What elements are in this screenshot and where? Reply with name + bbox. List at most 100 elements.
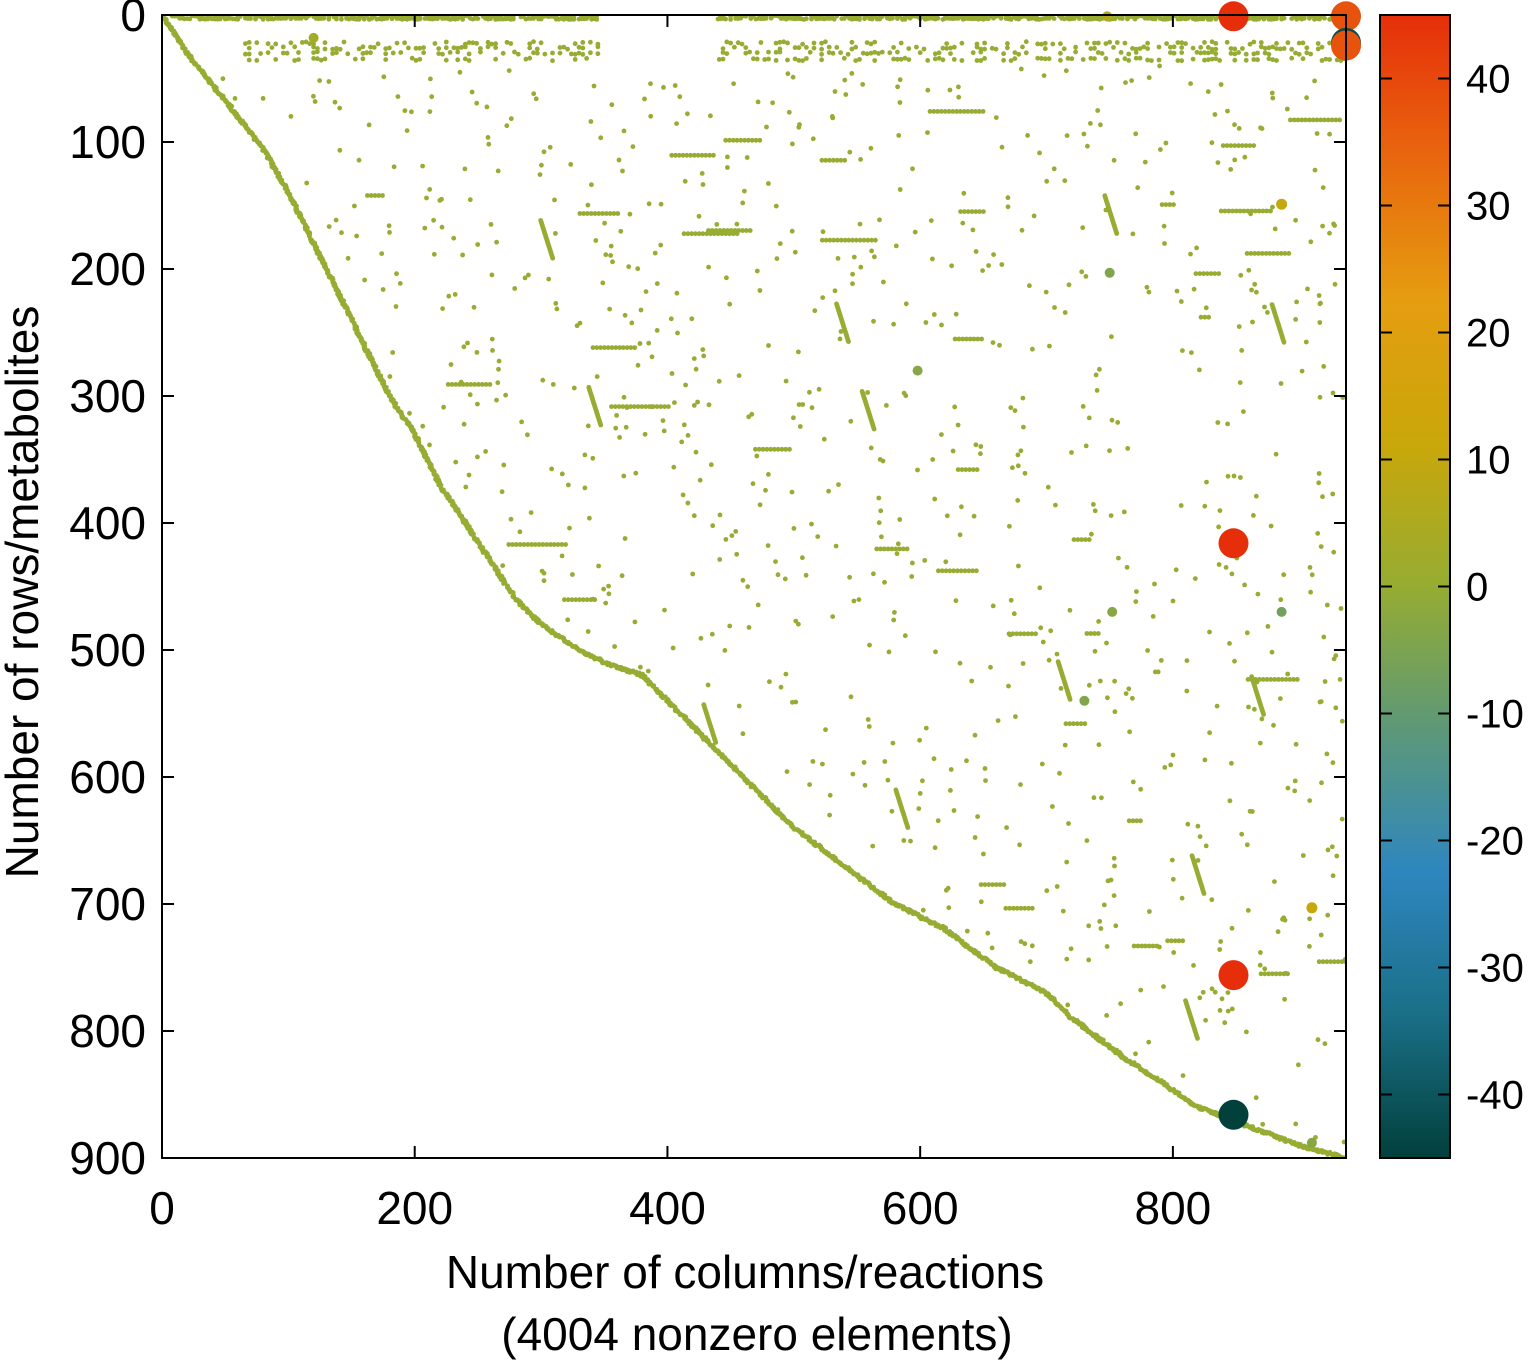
nonzero-point (1118, 1001, 1123, 1007)
nonzero-point (766, 472, 771, 477)
nonzero-point (1025, 133, 1030, 138)
nonzero-point (1274, 16, 1279, 22)
nonzero-point (466, 58, 472, 63)
nonzero-point (949, 263, 954, 269)
nonzero-point (1145, 648, 1150, 653)
x-tick-label: 600 (882, 1182, 959, 1234)
nonzero-point (1251, 513, 1256, 518)
nonzero-point (1114, 231, 1120, 236)
nonzero-point (757, 137, 763, 143)
nonzero-point (1169, 190, 1175, 196)
nonzero-point (1040, 639, 1046, 645)
nonzero-point (882, 579, 887, 585)
nonzero-point (953, 598, 959, 604)
nonzero-point (1262, 966, 1268, 972)
nonzero-point (944, 41, 950, 46)
nonzero-point (1115, 420, 1121, 425)
nonzero-point (1098, 85, 1104, 91)
nonzero-point (1013, 714, 1018, 719)
nonzero-point (1183, 41, 1188, 46)
highlighted-point (1276, 606, 1287, 617)
nonzero-point (876, 520, 882, 526)
nonzero-point (1285, 671, 1291, 677)
nonzero-point (1052, 305, 1057, 310)
nonzero-point (445, 382, 451, 387)
nonzero-point (720, 56, 726, 62)
nonzero-point (725, 154, 730, 160)
nonzero-point (1205, 50, 1211, 56)
nonzero-point (409, 109, 414, 115)
nonzero-point (688, 152, 693, 158)
nonzero-point (976, 109, 982, 114)
nonzero-point (1125, 446, 1131, 451)
nonzero-point (1146, 1039, 1152, 1045)
nonzero-point (846, 339, 851, 344)
nonzero-point (1237, 380, 1243, 385)
nonzero-point (955, 16, 961, 21)
nonzero-point (548, 542, 553, 547)
nonzero-point (1037, 585, 1043, 591)
nonzero-point (986, 263, 991, 268)
nonzero-point (365, 193, 370, 198)
nonzero-point (1119, 16, 1125, 21)
nonzero-point (1243, 143, 1249, 149)
nonzero-point (541, 149, 547, 155)
nonzero-point (1165, 938, 1170, 944)
nonzero-point (494, 397, 499, 403)
nonzero-point (1222, 208, 1228, 214)
nonzero-point (853, 44, 859, 50)
nonzero-point (352, 56, 358, 62)
nonzero-point (1337, 677, 1343, 682)
nonzero-point (1324, 751, 1330, 757)
nonzero-point (903, 301, 909, 307)
nonzero-point (731, 81, 736, 87)
nonzero-point (1268, 677, 1274, 682)
y-tick-label: 700 (69, 878, 146, 930)
nonzero-point (381, 74, 387, 80)
nonzero-point (452, 292, 458, 297)
nonzero-point (621, 473, 627, 479)
nonzero-point (736, 373, 742, 378)
nonzero-point (604, 211, 609, 216)
nonzero-point (587, 515, 592, 521)
nonzero-point (1133, 131, 1139, 137)
nonzero-point (936, 568, 941, 574)
nonzero-point (1277, 971, 1283, 977)
nonzero-point (1008, 597, 1014, 603)
nonzero-point (296, 50, 301, 55)
nonzero-point (709, 228, 715, 233)
nonzero-point (368, 193, 374, 198)
nonzero-point (754, 268, 760, 274)
nonzero-point (1031, 213, 1037, 219)
nonzero-point (639, 404, 645, 409)
nonzero-point (617, 435, 622, 440)
nonzero-point (1046, 56, 1052, 62)
nonzero-point (559, 471, 565, 477)
nonzero-point (1126, 818, 1132, 824)
nonzero-point (920, 907, 926, 913)
nonzero-point (841, 16, 847, 21)
nonzero-point (1069, 56, 1075, 62)
nonzero-point (544, 542, 550, 547)
nonzero-point (1201, 271, 1206, 276)
nonzero-point (891, 321, 896, 327)
nonzero-point (616, 157, 622, 163)
nonzero-point (1303, 339, 1309, 345)
nonzero-point (571, 16, 577, 22)
nonzero-point (528, 510, 534, 515)
nonzero-point (1077, 16, 1082, 21)
nonzero-point (1084, 40, 1090, 46)
nonzero-point (1029, 631, 1035, 637)
nonzero-point (541, 578, 547, 584)
nonzero-point (959, 504, 964, 510)
nonzero-point (573, 597, 579, 603)
nonzero-point (957, 532, 963, 538)
nonzero-point (1161, 984, 1166, 989)
nonzero-point (777, 49, 783, 55)
nonzero-point (1325, 847, 1331, 853)
nonzero-point (1289, 46, 1295, 52)
nonzero-point (874, 546, 880, 552)
nonzero-point (1095, 50, 1101, 55)
nonzero-point (1317, 16, 1322, 22)
nonzero-point (763, 487, 768, 493)
